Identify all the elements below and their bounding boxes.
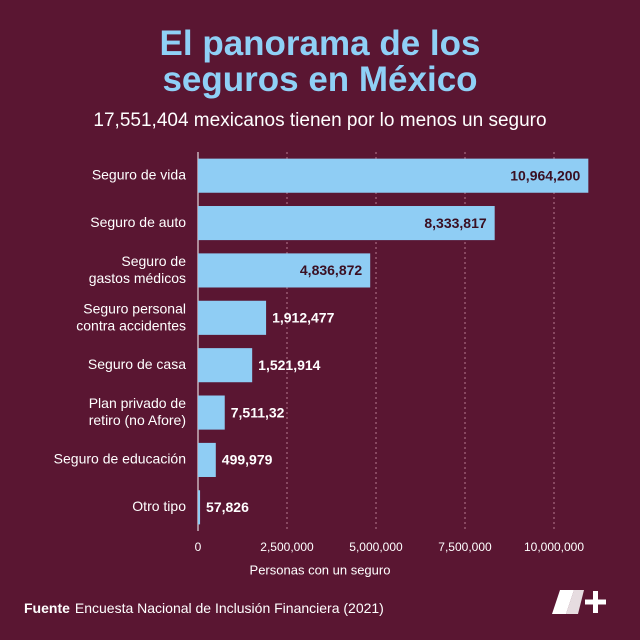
logo-plus — [585, 599, 606, 605]
data-label: 10,964,200 — [510, 167, 580, 183]
data-label: 57,826 — [206, 499, 249, 515]
bar — [198, 300, 267, 335]
text-line: contra accidentes — [76, 317, 186, 333]
y-tick-label: Plan privado de retiro (no Afore) — [89, 395, 187, 428]
y-tick-label: Seguro de gastos médicos — [89, 253, 186, 286]
source-label: Fuente — [24, 600, 70, 616]
y-tick-label: Seguro de educación — [54, 451, 186, 467]
text-line: El panorama de los — [160, 24, 481, 63]
x-axis-label: Personas con un seguro — [250, 562, 391, 577]
x-tick-label: 7,500,000 — [438, 540, 492, 554]
data-label: 1,912,477 — [272, 310, 334, 326]
data-label: 8,333,817 — [424, 215, 486, 231]
text-line: Seguro de — [121, 253, 186, 269]
y-tick-label: Otro tipo — [132, 498, 186, 514]
source-text: Encuesta Nacional de Inclusión Financier… — [75, 600, 384, 616]
logo — [552, 590, 606, 614]
x-tick-label: 10,000,000 — [524, 540, 584, 554]
bar — [198, 206, 495, 241]
logo-mark — [566, 590, 584, 614]
x-tick-label: 2,500,000 — [260, 540, 314, 554]
y-tick-label: Seguro de casa — [88, 356, 186, 372]
bar — [198, 442, 216, 477]
logo-mark — [552, 590, 574, 614]
y-tick-label: Seguro personal contra accidentes — [76, 300, 186, 333]
bar — [198, 348, 253, 383]
source: Fuente Encuesta Nacional de Inclusión Fin… — [24, 600, 384, 616]
text-line: Seguro personal — [83, 300, 186, 316]
y-tick-label: Seguro de vida — [92, 166, 186, 182]
bar — [198, 253, 371, 288]
text-line: seguros en México — [162, 60, 477, 99]
y-tick-label: Seguro de auto — [90, 214, 186, 230]
data-label: 4,836,872 — [300, 262, 362, 278]
x-tick-label: 0 — [195, 540, 202, 554]
data-label: 1,521,914 — [258, 357, 320, 373]
bar — [198, 158, 589, 193]
bar — [198, 395, 225, 430]
chart-title: El panorama de los seguros en México — [160, 24, 481, 99]
text-line: Plan privado de — [89, 395, 187, 411]
text-line: retiro (no Afore) — [89, 412, 186, 428]
data-label: 499,979 — [222, 452, 273, 468]
bar — [198, 490, 201, 525]
x-tick-label: 5,000,000 — [349, 540, 403, 554]
chart-subtitle: 17,551,404 mexicanos tienen por lo menos… — [93, 110, 546, 131]
text-line: gastos médicos — [89, 270, 186, 286]
data-label: 7,511,32 — [231, 404, 285, 420]
